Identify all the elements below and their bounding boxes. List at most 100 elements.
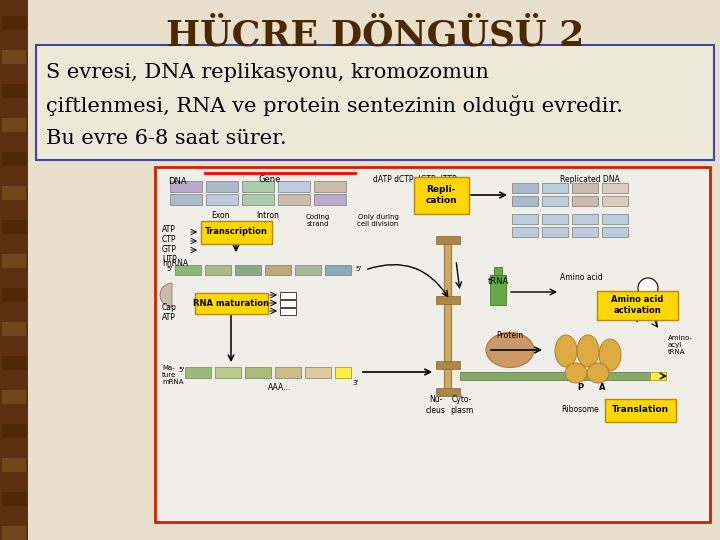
Bar <box>2 16 26 30</box>
Text: S evresi, DNA replikasyonu, kromozomun: S evresi, DNA replikasyonu, kromozomun <box>46 63 489 82</box>
Bar <box>572 227 598 237</box>
Text: Transcription: Transcription <box>204 227 267 237</box>
Bar <box>2 322 26 336</box>
Bar <box>460 372 650 380</box>
Bar <box>295 265 321 275</box>
Bar <box>572 196 598 206</box>
Bar <box>436 296 460 304</box>
Bar <box>185 367 211 378</box>
Bar <box>175 265 201 275</box>
Text: UTP: UTP <box>162 255 176 265</box>
Bar <box>542 196 568 206</box>
Bar <box>602 196 628 206</box>
Bar <box>280 300 296 307</box>
Text: RNA maturation: RNA maturation <box>193 299 269 307</box>
Bar <box>335 367 351 378</box>
Bar <box>280 292 296 299</box>
Text: AAA...: AAA... <box>269 382 292 392</box>
Wedge shape <box>160 283 172 307</box>
Bar <box>2 118 26 132</box>
Text: Repli-
cation: Repli- cation <box>426 185 456 205</box>
Bar <box>542 183 568 193</box>
Bar <box>278 194 310 205</box>
Bar <box>512 196 538 206</box>
Bar <box>436 361 460 369</box>
Bar <box>512 227 538 237</box>
Ellipse shape <box>486 333 534 368</box>
Bar <box>2 458 26 472</box>
Text: Amino acid
activation: Amino acid activation <box>611 295 663 315</box>
Bar <box>512 183 538 193</box>
Text: Translation: Translation <box>611 406 669 415</box>
Bar <box>2 152 26 166</box>
Bar <box>602 183 628 193</box>
FancyBboxPatch shape <box>200 220 271 244</box>
Bar <box>2 254 26 268</box>
Text: tRNA: tRNA <box>488 278 509 287</box>
Text: ATP: ATP <box>162 226 176 234</box>
Bar <box>542 214 568 224</box>
Ellipse shape <box>565 363 587 383</box>
Text: Ribosome: Ribosome <box>561 406 599 415</box>
Bar <box>325 265 351 275</box>
FancyBboxPatch shape <box>596 291 678 320</box>
Bar <box>2 288 26 302</box>
Ellipse shape <box>587 363 609 383</box>
FancyBboxPatch shape <box>194 293 268 314</box>
Bar <box>0 0 28 540</box>
Bar <box>436 388 460 396</box>
Bar <box>2 84 26 98</box>
Text: 5': 5' <box>355 266 361 272</box>
Text: Replicated DNA: Replicated DNA <box>560 176 620 185</box>
Bar <box>542 227 568 237</box>
Bar <box>275 367 301 378</box>
Bar <box>490 275 506 305</box>
Bar <box>245 367 271 378</box>
Bar <box>205 265 231 275</box>
Bar <box>494 267 502 275</box>
Bar <box>242 194 274 205</box>
Text: 5': 5' <box>166 266 172 272</box>
Text: çiftlenmesi, RNA ve protein sentezinin olduğu evredir.: çiftlenmesi, RNA ve protein sentezinin o… <box>46 94 623 116</box>
Text: Amino acid: Amino acid <box>560 273 603 282</box>
Text: dATP dCTP dGTP dTTP: dATP dCTP dGTP dTTP <box>373 176 456 185</box>
Text: Only during
cell division: Only during cell division <box>357 213 399 226</box>
Bar <box>2 220 26 234</box>
Text: Coding
strand: Coding strand <box>306 213 330 226</box>
FancyBboxPatch shape <box>36 45 714 160</box>
Bar <box>2 424 26 438</box>
Text: Ma-
ture
mRNA: Ma- ture mRNA <box>162 365 184 385</box>
Bar <box>650 372 666 380</box>
Text: Protein: Protein <box>496 330 523 340</box>
Bar <box>278 181 310 192</box>
Bar <box>242 181 274 192</box>
Bar <box>2 186 26 200</box>
Text: DNA: DNA <box>168 178 186 186</box>
Text: Cyto-
plasm: Cyto- plasm <box>451 395 474 415</box>
Text: hnRNA: hnRNA <box>162 259 188 267</box>
Bar <box>206 181 238 192</box>
Bar <box>314 194 346 205</box>
Bar <box>602 214 628 224</box>
Bar <box>2 526 26 540</box>
Bar <box>305 367 331 378</box>
Text: P: P <box>577 382 583 392</box>
Bar <box>572 214 598 224</box>
Bar <box>280 308 296 315</box>
Text: Nu-
cleus: Nu- cleus <box>426 395 446 415</box>
Text: Cap: Cap <box>162 302 177 312</box>
Text: Bu evre 6-8 saat sürer.: Bu evre 6-8 saat sürer. <box>46 129 287 147</box>
Bar <box>436 236 460 244</box>
FancyBboxPatch shape <box>605 399 675 422</box>
Bar <box>170 181 202 192</box>
FancyBboxPatch shape <box>155 167 710 522</box>
Ellipse shape <box>555 335 577 367</box>
Ellipse shape <box>599 339 621 371</box>
Text: HÜCRE DÖNGÜSÜ 2: HÜCRE DÖNGÜSÜ 2 <box>166 18 584 52</box>
Text: Amino-
acyl
tRNA: Amino- acyl tRNA <box>668 335 693 355</box>
Text: GTP: GTP <box>162 246 177 254</box>
Text: Gene: Gene <box>258 176 282 185</box>
FancyBboxPatch shape <box>413 177 469 213</box>
Bar <box>314 181 346 192</box>
Bar <box>2 390 26 404</box>
